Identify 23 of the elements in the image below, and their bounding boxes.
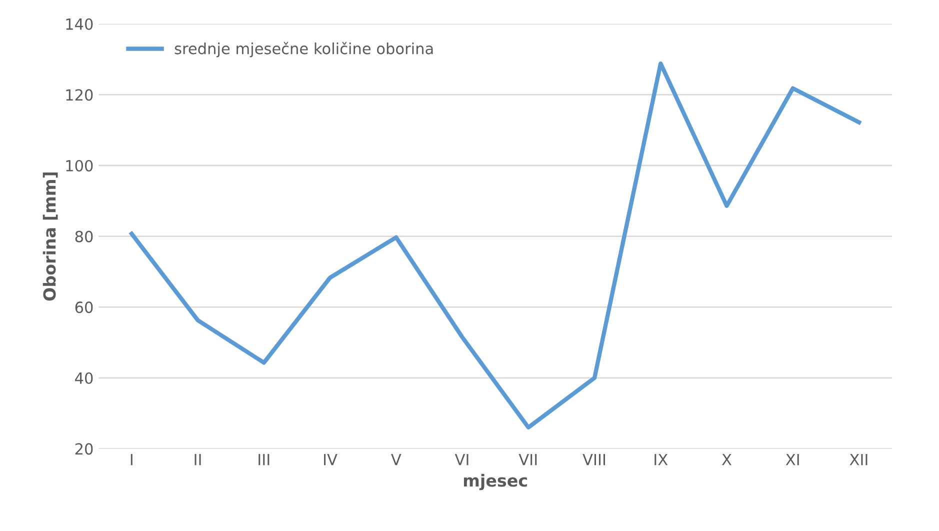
x-tick-label: IV [324, 454, 338, 466]
x-tick-label: VIII [582, 454, 605, 466]
y-tick-label: 40 [75, 372, 93, 384]
y-tick-label: 20 [75, 443, 93, 455]
x-tick-label: III [258, 454, 270, 466]
x-tick-label: VI [454, 454, 468, 466]
legend-label: srednje mjesečne količine oborina [174, 42, 433, 58]
y-axis-title: Oborina [mm] [42, 172, 58, 301]
y-tick-label: 80 [75, 230, 93, 242]
x-tick-label: XII [850, 454, 868, 466]
x-tick-label: V [391, 454, 402, 466]
x-tick-label: I [130, 454, 132, 466]
y-tick-label: 120 [66, 89, 93, 101]
x-tick-label: VII [518, 454, 537, 466]
x-axis-title: mjesec [464, 474, 527, 490]
y-tick-label: 100 [66, 160, 93, 172]
x-tick-label: X [722, 454, 732, 466]
line-series [130, 61, 862, 430]
x-tick-label: II [194, 454, 201, 466]
x-tick-label: IX [654, 454, 668, 466]
y-tick-label: 140 [66, 18, 93, 30]
x-tick-label: XI [786, 454, 799, 466]
y-tick-label: 60 [75, 302, 93, 314]
